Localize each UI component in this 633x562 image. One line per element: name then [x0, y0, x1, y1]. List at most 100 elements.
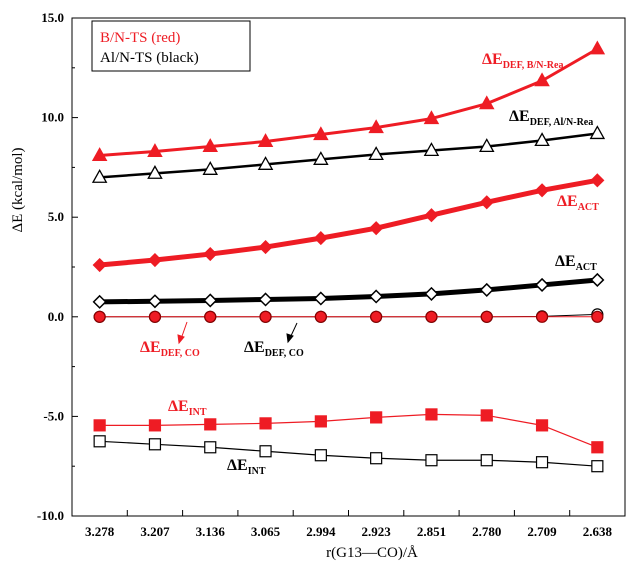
point-act-aln: [534, 277, 550, 292]
point-def-bn-rea: [423, 110, 440, 125]
point-int-bn: [314, 415, 327, 428]
point-def-bn-co: [535, 310, 549, 323]
point-int-bn: [535, 419, 549, 432]
point-int-bn: [93, 419, 106, 432]
point-int-bn: [204, 418, 217, 431]
point-int-aln: [148, 438, 162, 451]
annotation-def-bn-rea: ΔEDEF, B/N-Rea: [482, 51, 563, 71]
point-act-aln: [590, 272, 605, 288]
point-def-bn-co: [314, 310, 327, 323]
series-int-bn: [93, 408, 604, 454]
series-line-act-aln: [99, 277, 598, 305]
series-line-int-bn: [99, 413, 598, 448]
point-def-bn-rea: [368, 119, 384, 134]
series-def-aln-co: [93, 308, 604, 323]
point-def-aln-rea: [257, 156, 274, 170]
point-act-bn: [203, 246, 218, 262]
point-int-aln: [480, 454, 493, 467]
arrow-def-bn-co: [177, 321, 188, 345]
x-tick-label: 3.278: [85, 524, 115, 539]
point-def-bn-rea: [91, 147, 108, 161]
point-act-bn: [590, 173, 605, 188]
point-def-bn-rea: [202, 138, 219, 153]
x-tick-label: 3.065: [251, 524, 281, 539]
point-act-aln: [147, 294, 163, 309]
point-def-bn-co: [480, 310, 493, 323]
annotation-int-bn: ΔEINT: [168, 398, 207, 418]
point-def-bn-rea: [478, 95, 495, 110]
y-tick-label: -5.0: [43, 408, 64, 423]
point-int-aln: [370, 452, 383, 465]
series-act-bn: [92, 173, 605, 273]
y-tick-label: 5.0: [48, 209, 64, 224]
point-act-aln: [92, 294, 107, 309]
point-def-bn-co: [591, 310, 604, 323]
x-tick-label: 2.923: [362, 524, 392, 539]
legend-entry-bn: B/N-TS (red): [100, 30, 180, 46]
x-tick-label: 2.994: [306, 524, 336, 539]
series-line-def-aln-rea: [99, 132, 598, 179]
legend-entry-aln: Al/N-TS (black): [100, 50, 199, 66]
point-def-aln-rea: [91, 169, 108, 183]
y-tick-label: -10.0: [37, 508, 64, 523]
point-act-bn: [258, 240, 273, 255]
x-tick-label: 2.709: [527, 524, 557, 539]
point-act-bn: [92, 257, 107, 273]
point-act-bn: [534, 183, 550, 198]
point-act-bn: [424, 208, 439, 223]
point-int-aln: [314, 449, 327, 462]
point-act-aln: [313, 291, 328, 306]
point-def-aln-rea: [478, 138, 495, 153]
axes-layer: -10.0 -5.0 0.0 5.0 10.0 15.0 3.278 3.207 3.136 3.…: [37, 10, 626, 539]
x-axis-title: r(G13—CO)/Å: [326, 545, 418, 561]
point-def-bn-co: [425, 310, 438, 323]
point-act-bn: [313, 231, 328, 246]
annotation-act-bn: ΔEACT: [557, 193, 599, 213]
series-act-aln: [92, 272, 605, 309]
annotation-act-aln: ΔEACT: [555, 253, 597, 273]
point-act-bn: [369, 221, 384, 236]
annotation-int-aln: ΔEINT: [227, 457, 266, 477]
point-int-bn: [370, 411, 383, 424]
x-tick-label: 2.780: [472, 524, 501, 539]
point-def-bn-rea: [147, 143, 163, 158]
point-act-aln: [479, 282, 494, 297]
point-act-aln: [258, 292, 273, 307]
point-int-bn: [148, 419, 162, 432]
x-tick-label: 3.136: [196, 524, 226, 539]
point-def-aln-rea: [423, 142, 440, 157]
point-def-bn-co: [93, 310, 106, 323]
x-tick-label: 2.851: [417, 524, 446, 539]
annotation-def-bn-co: ΔEDEF, CO: [140, 339, 200, 359]
point-act-aln: [203, 293, 218, 308]
point-def-bn-co: [204, 310, 217, 323]
point-int-aln: [204, 441, 217, 454]
annotation-def-aln-rea: ΔEDEF, Al/N-Rea: [509, 108, 593, 128]
point-act-aln: [369, 289, 384, 304]
y-tick-label: 0.0: [48, 309, 64, 324]
point-def-aln-rea: [147, 165, 163, 179]
point-def-aln-rea: [589, 125, 606, 140]
point-int-bn: [480, 409, 493, 422]
point-def-bn-rea: [589, 40, 606, 55]
x-tick-label: 3.207: [140, 524, 170, 539]
series-def-aln-rea: [91, 125, 606, 183]
point-int-aln: [591, 460, 604, 473]
point-def-aln-rea: [202, 161, 219, 175]
series-def-bn-rea: [91, 40, 606, 161]
point-def-bn-co: [259, 310, 272, 323]
point-int-aln: [535, 456, 549, 469]
legend-box: [91, 20, 251, 72]
point-int-bn: [425, 408, 438, 421]
y-tick-label: 15.0: [41, 10, 64, 25]
annotation-def-aln-co: ΔEDEF, CO: [244, 339, 304, 359]
point-def-aln-rea: [534, 132, 550, 147]
y-tick-label: 10.0: [41, 110, 64, 125]
series-line-act-bn: [99, 177, 598, 268]
point-def-bn-rea: [257, 133, 274, 148]
point-def-bn-rea: [534, 72, 550, 87]
series-layer: [91, 40, 606, 473]
point-int-aln: [259, 445, 272, 458]
point-def-bn-co: [148, 310, 162, 323]
